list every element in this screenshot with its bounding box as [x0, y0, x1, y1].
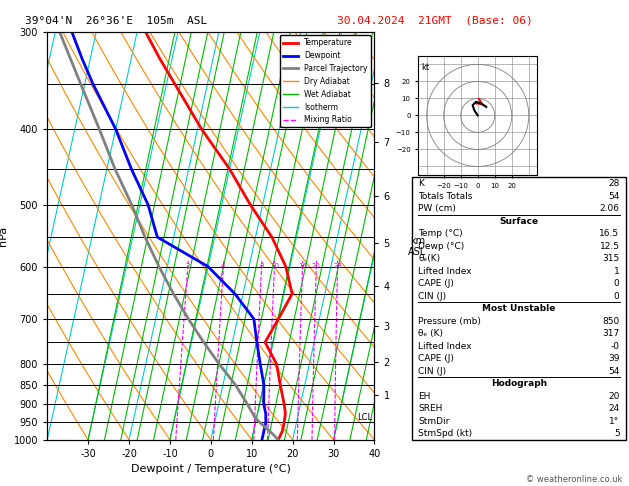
Y-axis label: hPa: hPa — [0, 226, 8, 246]
Text: 24: 24 — [608, 404, 620, 413]
Text: 39: 39 — [608, 354, 620, 363]
Text: kt: kt — [421, 63, 430, 72]
Text: 54: 54 — [608, 366, 620, 376]
Text: θₑ(K): θₑ(K) — [418, 254, 440, 263]
Text: 16.5: 16.5 — [599, 229, 620, 238]
Text: Dewp (°C): Dewp (°C) — [418, 242, 465, 251]
Text: K: K — [418, 179, 424, 188]
Text: 4: 4 — [221, 263, 225, 269]
Text: 10: 10 — [270, 263, 279, 269]
Text: 2: 2 — [186, 263, 190, 269]
Text: CIN (J): CIN (J) — [418, 292, 447, 301]
Text: Surface: Surface — [499, 217, 538, 226]
Text: StmDir: StmDir — [418, 417, 450, 426]
Text: Pressure (mb): Pressure (mb) — [418, 316, 481, 326]
Text: 39°04'N  26°36'E  105m  ASL: 39°04'N 26°36'E 105m ASL — [25, 16, 208, 26]
Text: 2.06: 2.06 — [599, 204, 620, 213]
Text: StmSpd (kt): StmSpd (kt) — [418, 429, 472, 438]
Text: Lifted Index: Lifted Index — [418, 342, 472, 350]
Text: Hodograph: Hodograph — [491, 379, 547, 388]
Text: 20: 20 — [312, 263, 321, 269]
Text: 1°: 1° — [610, 417, 620, 426]
Text: PW (cm): PW (cm) — [418, 204, 456, 213]
Text: θₑ (K): θₑ (K) — [418, 329, 443, 338]
Legend: Temperature, Dewpoint, Parcel Trajectory, Dry Adiabat, Wet Adiabat, Isotherm, Mi: Temperature, Dewpoint, Parcel Trajectory… — [280, 35, 370, 127]
Text: 28: 28 — [608, 179, 620, 188]
Text: 28: 28 — [333, 263, 342, 269]
Text: 20: 20 — [608, 392, 620, 400]
Text: 317: 317 — [603, 329, 620, 338]
Text: 16: 16 — [298, 263, 307, 269]
Text: 850: 850 — [603, 316, 620, 326]
Text: 0: 0 — [614, 292, 620, 301]
Text: Totals Totals: Totals Totals — [418, 191, 472, 201]
Text: 0: 0 — [614, 279, 620, 288]
Text: CAPE (J): CAPE (J) — [418, 354, 454, 363]
Text: Most Unstable: Most Unstable — [482, 304, 555, 313]
Text: 54: 54 — [608, 191, 620, 201]
Text: 12.5: 12.5 — [599, 242, 620, 251]
Text: -0: -0 — [611, 342, 620, 350]
Text: 315: 315 — [603, 254, 620, 263]
Text: CAPE (J): CAPE (J) — [418, 279, 454, 288]
Text: CIN (J): CIN (J) — [418, 366, 447, 376]
Text: LCL: LCL — [357, 413, 372, 421]
Text: Lifted Index: Lifted Index — [418, 267, 472, 276]
Text: © weatheronline.co.uk: © weatheronline.co.uk — [526, 474, 623, 484]
Text: Temp (°C): Temp (°C) — [418, 229, 463, 238]
Y-axis label: km
ASL: km ASL — [408, 236, 426, 257]
X-axis label: Dewpoint / Temperature (°C): Dewpoint / Temperature (°C) — [131, 465, 291, 474]
Text: SREH: SREH — [418, 404, 443, 413]
Text: 8: 8 — [259, 263, 264, 269]
Text: 1: 1 — [614, 267, 620, 276]
Text: 5: 5 — [614, 429, 620, 438]
Text: 30.04.2024  21GMT  (Base: 06): 30.04.2024 21GMT (Base: 06) — [337, 16, 532, 26]
Text: EH: EH — [418, 392, 431, 400]
